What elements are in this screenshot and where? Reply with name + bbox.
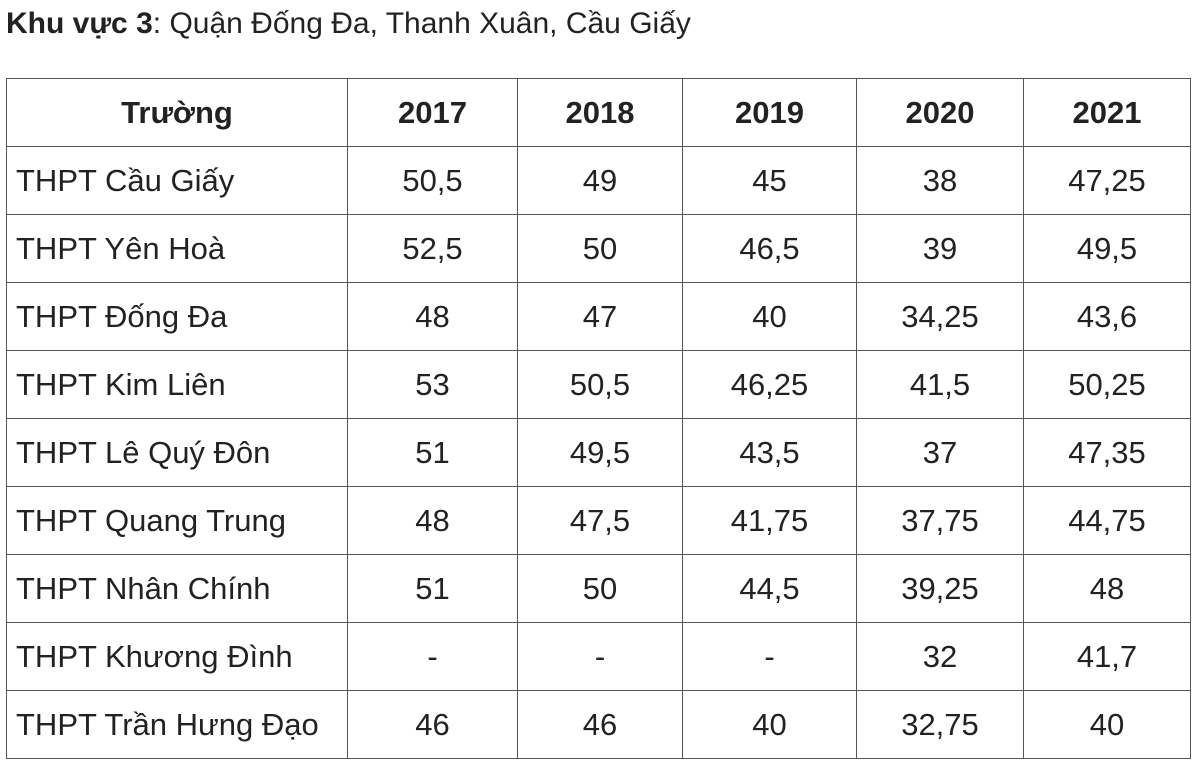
school-name-cell: THPT Nhân Chính (6, 554, 348, 623)
table-row: THPT Quang Trung 48 47,5 41,75 37,75 44,… (6, 486, 1191, 555)
score-cell: 52,5 (347, 214, 518, 283)
score-cell: 50 (517, 554, 683, 623)
school-name-cell: THPT Trần Hưng Đạo (6, 690, 348, 759)
heading-label: Khu vực 3 (6, 7, 153, 40)
score-cell: - (682, 622, 857, 691)
school-name-cell: THPT Yên Hoà (6, 214, 348, 283)
table-row: THPT Lê Quý Đôn 51 49,5 43,5 37 47,35 (6, 418, 1191, 487)
table-row: THPT Yên Hoà 52,5 50 46,5 39 49,5 (6, 214, 1191, 283)
score-cell: 41,7 (1023, 622, 1191, 691)
score-cell: - (517, 622, 683, 691)
score-cell: 53 (347, 350, 518, 419)
school-name-cell: THPT Khương Đình (6, 622, 348, 691)
score-cell: 46 (347, 690, 518, 759)
score-cell: 41,75 (682, 486, 857, 555)
section-heading: Khu vực 3: Quận Đống Đa, Thanh Xuân, Cầu… (6, 6, 691, 42)
score-cell: 49 (517, 146, 683, 215)
score-cell: 40 (1023, 690, 1191, 759)
school-name-cell: THPT Đống Đa (6, 282, 348, 351)
score-cell: 46 (517, 690, 683, 759)
score-cell: 32,75 (856, 690, 1024, 759)
score-cell: 50,5 (517, 350, 683, 419)
score-cell: 47,35 (1023, 418, 1191, 487)
score-cell: 34,25 (856, 282, 1024, 351)
score-cell: - (347, 622, 518, 691)
score-cell: 48 (1023, 554, 1191, 623)
score-cell: 48 (347, 486, 518, 555)
column-header-2017: 2017 (347, 78, 518, 147)
score-cell: 44,5 (682, 554, 857, 623)
score-cell: 32 (856, 622, 1024, 691)
score-cell: 40 (682, 690, 857, 759)
score-cell: 49,5 (517, 418, 683, 487)
score-cell: 51 (347, 554, 518, 623)
score-cell: 48 (347, 282, 518, 351)
school-name-cell: THPT Lê Quý Đôn (6, 418, 348, 487)
score-cell: 45 (682, 146, 857, 215)
score-cell: 51 (347, 418, 518, 487)
score-cell: 46,5 (682, 214, 857, 283)
table-row: THPT Cầu Giấy 50,5 49 45 38 47,25 (6, 146, 1191, 215)
score-cell: 46,25 (682, 350, 857, 419)
score-cell: 37,75 (856, 486, 1024, 555)
table-row: THPT Nhân Chính 51 50 44,5 39,25 48 (6, 554, 1191, 623)
school-name-cell: THPT Cầu Giấy (6, 146, 348, 215)
table-row: THPT Khương Đình - - - 32 41,7 (6, 622, 1191, 691)
score-cell: 39 (856, 214, 1024, 283)
score-cell: 41,5 (856, 350, 1024, 419)
column-header-2018: 2018 (517, 78, 683, 147)
score-cell: 50,5 (347, 146, 518, 215)
table-row: THPT Trần Hưng Đạo 46 46 40 32,75 40 (6, 690, 1191, 759)
score-cell: 47,25 (1023, 146, 1191, 215)
score-cell: 43,5 (682, 418, 857, 487)
score-cell: 37 (856, 418, 1024, 487)
score-table: Trường 2017 2018 2019 2020 2021 THPT Cầu… (6, 78, 1191, 759)
score-cell: 40 (682, 282, 857, 351)
score-cell: 38 (856, 146, 1024, 215)
column-header-2021: 2021 (1023, 78, 1191, 147)
column-header-2020: 2020 (856, 78, 1024, 147)
heading-text: Quận Đống Đa, Thanh Xuân, Cầu Giấy (161, 7, 691, 40)
score-cell: 47 (517, 282, 683, 351)
heading-separator: : (152, 7, 162, 40)
column-header-2019: 2019 (682, 78, 857, 147)
table-header-row: Trường 2017 2018 2019 2020 2021 (6, 78, 1191, 147)
school-name-cell: THPT Kim Liên (6, 350, 348, 419)
score-cell: 47,5 (517, 486, 683, 555)
score-cell: 44,75 (1023, 486, 1191, 555)
score-cell: 39,25 (856, 554, 1024, 623)
school-name-cell: THPT Quang Trung (6, 486, 348, 555)
table-row: THPT Đống Đa 48 47 40 34,25 43,6 (6, 282, 1191, 351)
score-cell: 49,5 (1023, 214, 1191, 283)
score-cell: 50 (517, 214, 683, 283)
score-cell: 43,6 (1023, 282, 1191, 351)
table-row: THPT Kim Liên 53 50,5 46,25 41,5 50,25 (6, 350, 1191, 419)
score-cell: 50,25 (1023, 350, 1191, 419)
column-header-school: Trường (6, 78, 348, 147)
